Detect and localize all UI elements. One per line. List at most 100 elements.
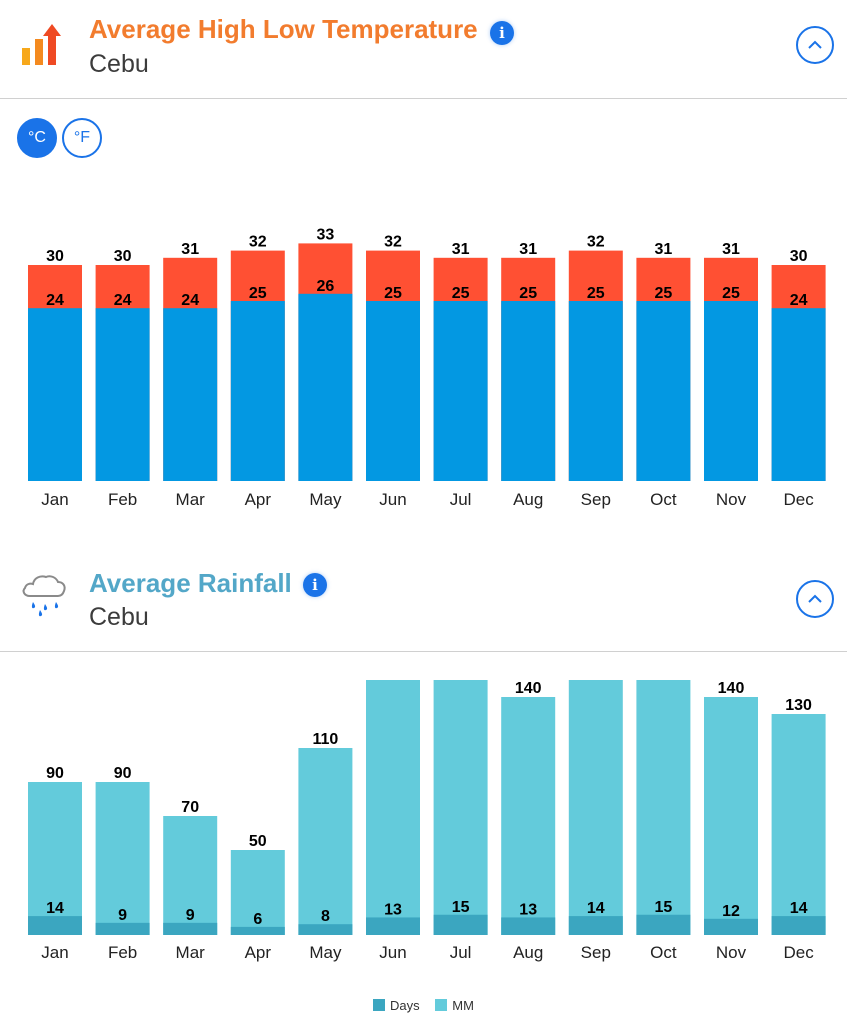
rain-mm-label: 50 xyxy=(249,833,267,850)
temp-low-bar xyxy=(568,301,623,481)
rain-cloud-icon xyxy=(22,575,66,617)
legend-swatch-days xyxy=(373,999,386,1011)
rain-month-label: May xyxy=(309,943,342,962)
temperature-title: Average High Low Temperature xyxy=(89,14,478,44)
temp-high-label: 31 xyxy=(181,241,199,258)
temp-low-bar xyxy=(366,301,420,481)
legend-swatch-mm xyxy=(435,999,448,1011)
rain-mm-label: 90 xyxy=(114,765,132,782)
rain-month-label: Nov xyxy=(716,943,747,962)
temperature-info-icon[interactable]: i xyxy=(490,21,514,45)
rainfall-divider xyxy=(0,651,847,652)
temp-high-label: 31 xyxy=(452,241,470,258)
temperature-location: Cebu xyxy=(89,50,149,78)
rain-month-label: Jul xyxy=(450,943,472,962)
temp-low-bar xyxy=(501,301,556,481)
temperature-collapse-button[interactable] xyxy=(796,26,834,64)
fahrenheit-toggle[interactable]: °F xyxy=(62,118,102,158)
rain-days-bar xyxy=(771,916,826,935)
rain-mm-bar xyxy=(366,680,420,935)
temp-month-label: Sep xyxy=(581,490,611,509)
rain-days-bar xyxy=(501,917,556,935)
temp-low-label: 25 xyxy=(519,285,537,302)
rain-month-label: Dec xyxy=(783,943,814,962)
celsius-toggle[interactable]: °C xyxy=(17,118,57,158)
rain-days-label: 13 xyxy=(519,901,537,918)
rain-mm-bar xyxy=(568,680,623,935)
legend-item-days[interactable]: Days xyxy=(373,998,420,1013)
legend-label-days: Days xyxy=(390,998,420,1013)
temp-month-label: Jun xyxy=(379,490,406,509)
rain-mm-label: 140 xyxy=(515,680,542,697)
temp-month-label: Apr xyxy=(245,490,272,509)
rain-days-label: 14 xyxy=(790,900,808,917)
temp-month-label: Feb xyxy=(108,490,137,509)
temp-low-bar xyxy=(704,301,758,481)
rain-days-bar xyxy=(95,922,150,935)
temp-low-bar xyxy=(230,301,285,481)
rainfall-info-icon[interactable]: i xyxy=(303,573,327,597)
rain-days-label: 13 xyxy=(384,901,402,918)
rain-mm-bar xyxy=(95,782,150,935)
temp-low-label: 25 xyxy=(655,285,673,302)
temp-high-label: 32 xyxy=(384,234,402,251)
rainfall-chart: 9014Jan909Feb709Mar506Apr1108May17013Jun… xyxy=(28,680,826,962)
rain-days-label: 14 xyxy=(587,900,605,917)
rain-days-label: 15 xyxy=(452,899,470,916)
rain-days-bar xyxy=(28,916,82,935)
temp-low-bar xyxy=(771,308,826,481)
legend-label-mm: MM xyxy=(452,998,474,1013)
rain-mm-label: 140 xyxy=(718,680,745,697)
temp-low-label: 24 xyxy=(114,292,132,309)
rain-month-label: Apr xyxy=(245,943,272,962)
rain-days-label: 9 xyxy=(118,907,127,924)
temperature-chart: 30 24 Jan 30 24 Feb 31 24 Mar 32 25 Apr 33 26 May 32 25 J… xyxy=(28,226,826,509)
rain-days-bar xyxy=(636,914,691,935)
rain-month-label: Jan xyxy=(41,943,68,962)
temp-low-label: 25 xyxy=(587,285,605,302)
temperature-header: Average High Low Temperature i Cebu xyxy=(0,0,847,98)
temp-high-label: 31 xyxy=(722,241,740,258)
temp-low-bar xyxy=(28,308,82,481)
temp-high-label: 32 xyxy=(249,234,267,251)
temp-low-label: 25 xyxy=(249,285,267,302)
rain-days-bar xyxy=(298,924,353,935)
temp-high-label: 30 xyxy=(114,248,132,265)
rain-days-bar xyxy=(230,926,285,935)
temp-low-label: 24 xyxy=(46,292,64,309)
rain-days-label: 9 xyxy=(186,907,195,924)
temperature-bars-icon xyxy=(22,24,61,65)
rain-days-label: 14 xyxy=(46,900,64,917)
rain-month-label: Jun xyxy=(379,943,406,962)
rain-mm-bar xyxy=(298,748,353,935)
rainfall-title: Average Rainfall xyxy=(89,568,292,598)
rain-mm-bar xyxy=(501,697,556,935)
rain-mm-bar xyxy=(230,850,285,935)
rainfall-collapse-button[interactable] xyxy=(796,580,834,618)
rain-month-label: Oct xyxy=(650,943,677,962)
temp-low-label: 25 xyxy=(452,285,470,302)
temp-month-label: May xyxy=(309,490,342,509)
temp-low-label: 25 xyxy=(384,285,402,302)
rain-days-label: 8 xyxy=(321,908,330,925)
rain-mm-bar xyxy=(704,697,758,935)
rain-days-bar xyxy=(704,918,758,935)
temp-month-label: Nov xyxy=(716,490,747,509)
rainfall-header: Average Rainfall i Cebu xyxy=(0,550,847,650)
rain-month-label: Sep xyxy=(581,943,611,962)
temp-month-label: Dec xyxy=(783,490,814,509)
temp-high-label: 30 xyxy=(46,248,64,265)
rain-month-label: Mar xyxy=(176,943,206,962)
rainfall-location: Cebu xyxy=(89,603,149,631)
rain-mm-bar xyxy=(771,714,826,935)
chevron-up-icon xyxy=(808,40,822,49)
rain-mm-bar xyxy=(28,782,82,935)
temperature-divider xyxy=(0,98,847,99)
rain-mm-label: 90 xyxy=(46,765,64,782)
rain-days-bar xyxy=(163,922,218,935)
temp-low-label: 25 xyxy=(722,285,740,302)
temp-low-bar xyxy=(95,308,150,481)
legend-item-mm[interactable]: MM xyxy=(435,998,474,1013)
rain-mm-bar xyxy=(163,816,218,935)
temp-month-label: Mar xyxy=(176,490,206,509)
